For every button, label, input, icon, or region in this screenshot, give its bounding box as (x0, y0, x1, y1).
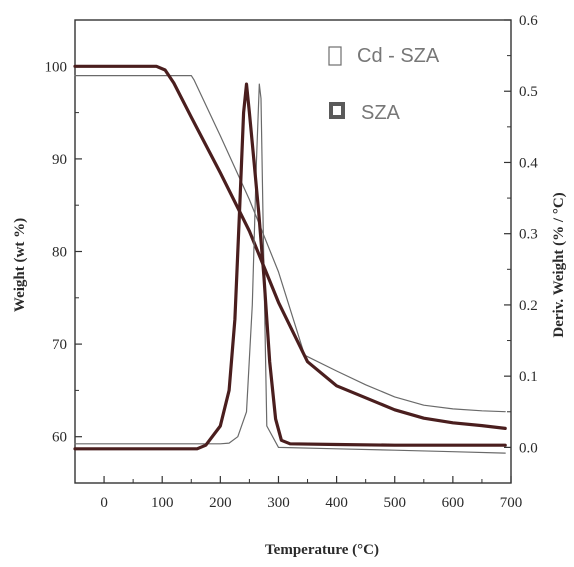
y-axis-right: 0.0 0.1 0.2 0.3 0.4 0.5 0.6 (504, 13, 538, 484)
legend-label-sza: SZA (361, 102, 401, 124)
y-left-tick-label: 60 (52, 430, 67, 446)
y-left-tick-label: 90 (52, 152, 67, 168)
y-left-tick-label: 100 (45, 59, 68, 75)
y-axis-left: 60 70 80 90 100 (45, 59, 82, 446)
y-left-tick-label: 70 (52, 337, 67, 353)
y-axis-left-label: Weight (wt %) (12, 218, 28, 312)
y-right-tick-label: 0.0 (519, 440, 538, 456)
x-tick-label: 600 (442, 495, 465, 511)
plot-frame (74, 19, 512, 484)
y-axis-right-label: Deriv. Weight (% / °C) (551, 192, 567, 337)
series-layer (73, 64, 507, 454)
x-tick-label: 0 (100, 495, 108, 511)
y-right-tick-label: 0.3 (519, 227, 538, 243)
x-tick-label: 300 (267, 495, 290, 511)
y-right-tick-label: 0.2 (519, 298, 538, 314)
x-tick-label: 100 (151, 495, 174, 511)
x-axis-label: Temperature (°C) (265, 542, 379, 558)
x-tick-label: 700 (500, 495, 523, 511)
plot-border (74, 19, 512, 484)
legend: Cd - SZA SZA (328, 45, 440, 124)
y-left-tick-label: 80 (52, 245, 67, 261)
series-sza-weight-line (73, 64, 507, 430)
series-cd-sza-weight-line (74, 74, 506, 413)
x-tick-label: 200 (209, 495, 232, 511)
x-tick-label: 400 (325, 495, 348, 511)
x-axis: 0 100 200 300 400 500 600 700 (100, 476, 522, 511)
legend-marker-sza (329, 102, 345, 119)
y-right-tick-label: 0.5 (519, 84, 538, 100)
series-cd-sza-derivative-line (74, 83, 506, 454)
legend-label-cd-sza: Cd - SZA (357, 45, 440, 67)
y-right-tick-label: 0.1 (519, 369, 538, 385)
legend-marker-cd-sza (328, 46, 342, 66)
x-tick-label: 500 (383, 495, 406, 511)
y-right-tick-label: 0.6 (519, 13, 538, 29)
series-sza-derivative-line (73, 82, 507, 451)
y-right-tick-label: 0.4 (519, 155, 538, 171)
